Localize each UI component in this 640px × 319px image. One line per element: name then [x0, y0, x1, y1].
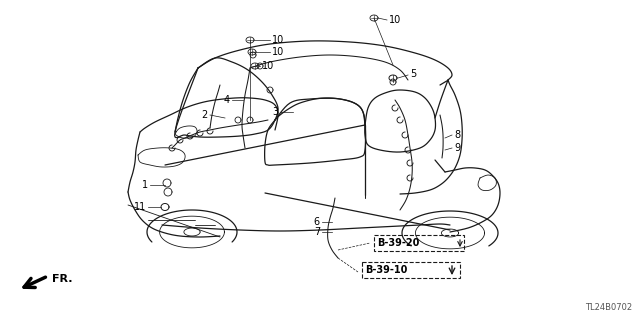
Text: 2: 2: [202, 110, 208, 120]
Bar: [362, 262, 460, 278]
Text: 5: 5: [410, 69, 416, 79]
Text: FR.: FR.: [52, 274, 72, 284]
Text: 3: 3: [272, 107, 278, 117]
Text: 4: 4: [224, 95, 230, 105]
Text: B-39-20: B-39-20: [377, 238, 419, 248]
Text: 1: 1: [142, 180, 148, 190]
Text: 10: 10: [262, 61, 275, 71]
Text: 10: 10: [272, 35, 284, 45]
Text: 10: 10: [389, 15, 401, 25]
Text: 9: 9: [454, 143, 460, 153]
Text: TL24B0702: TL24B0702: [585, 303, 632, 312]
Text: 6: 6: [314, 217, 320, 227]
Text: 11: 11: [134, 202, 146, 212]
Text: 7: 7: [314, 227, 320, 237]
Text: 10: 10: [272, 47, 284, 57]
Text: 8: 8: [454, 130, 460, 140]
Text: B-39-10: B-39-10: [365, 265, 408, 275]
Bar: [374, 235, 464, 251]
